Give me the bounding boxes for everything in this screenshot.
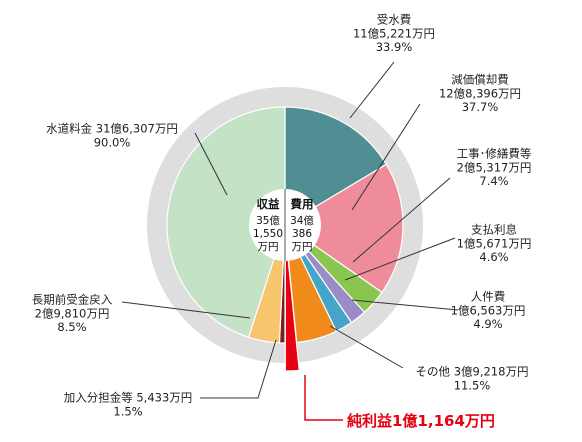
slice-labels: 受水費 11億5,221万円 33.9%減価償却費 12億8,396万円 37.7%工事… <box>32 13 532 431</box>
revenue-center-line: 万円 <box>258 241 279 253</box>
revenue-slice-1 <box>166 106 286 338</box>
net-profit-leader <box>304 375 343 421</box>
leader-line <box>351 299 459 311</box>
leader-line <box>352 177 451 263</box>
revenue-center-line: 35億 <box>256 214 280 227</box>
expense-center-line: 386 <box>292 228 312 240</box>
label-line: 11億5,221万円 <box>353 26 435 40</box>
revenue-center-title: 収益 <box>257 197 280 211</box>
label-item-8: 長期前受金戻入 2億9,810万円 8.5% <box>32 293 113 335</box>
label-line: 水道料金 31億6,307万円 <box>46 122 178 136</box>
label-item-2: 減価償却費 12億8,396万円 37.7% <box>439 73 521 115</box>
label-item-5: 人件費 1億6,563万円 4.9% <box>451 290 526 332</box>
leader-line <box>344 237 456 281</box>
leader-line <box>349 61 395 119</box>
net-profit-slice <box>284 230 300 372</box>
label-line: 工事･修繕費等 <box>457 147 532 161</box>
label-line: 受水費 <box>377 13 412 27</box>
label-line: 2億5,317万円 <box>457 160 532 174</box>
leader-line <box>194 132 228 196</box>
label-line: その他 3億9,218万円 <box>416 365 529 379</box>
label-line: 長期前受金戻入 <box>32 293 113 307</box>
label-item-9: 加入分担金等 5,433万円 1.5% <box>64 391 193 419</box>
expense-slice-1 <box>284 106 388 227</box>
label-line: 37.7% <box>462 100 499 114</box>
leader-line <box>351 103 421 211</box>
expense-center-title: 費用 <box>291 197 314 211</box>
leader-line <box>200 339 277 399</box>
label-item-4: 支払利息 1億5,671万円 4.6% <box>457 223 532 265</box>
label-line: 1億5,671万円 <box>457 236 532 250</box>
expense-center-line: 万円 <box>292 241 313 253</box>
label-line: 4.9% <box>473 317 502 331</box>
label-line: 4.6% <box>479 250 508 264</box>
expense-center-line: 34億 <box>290 214 314 227</box>
net-profit-label: 純利益1億1,164万円 <box>347 412 495 430</box>
label-line: 90.0% <box>94 135 131 149</box>
label-item-7: 水道料金 31億6,307万円 90.0% <box>46 122 178 150</box>
label-line: 加入分担金等 5,433万円 <box>64 391 193 405</box>
label-item-6: その他 3億9,218万円 11.5% <box>416 365 529 393</box>
label-item-1: 受水費 11億5,221万円 33.9% <box>353 13 435 55</box>
expense-slice-2 <box>283 163 404 294</box>
revenue-center-line: 1,550 <box>253 228 283 240</box>
label-line: 1億6,563万円 <box>451 303 526 317</box>
leader-lines <box>121 61 459 421</box>
leader-line <box>329 325 404 369</box>
label-line: 11.5% <box>454 378 491 392</box>
label-item-3: 工事･修繕費等 2億5,317万円 7.4% <box>457 147 532 189</box>
label-line: 減価償却費 <box>451 73 509 87</box>
label-line: 8.5% <box>57 320 86 334</box>
leader-line <box>121 301 251 319</box>
label-line: 1.5% <box>113 404 142 418</box>
label-line: 支払利息 <box>471 223 517 237</box>
label-line: 7.4% <box>479 174 508 188</box>
label-line: 12億8,396万円 <box>439 86 521 100</box>
label-line: 33.9% <box>376 40 413 54</box>
label-line: 人件費 <box>471 290 506 304</box>
label-line: 2億9,810万円 <box>35 306 110 320</box>
